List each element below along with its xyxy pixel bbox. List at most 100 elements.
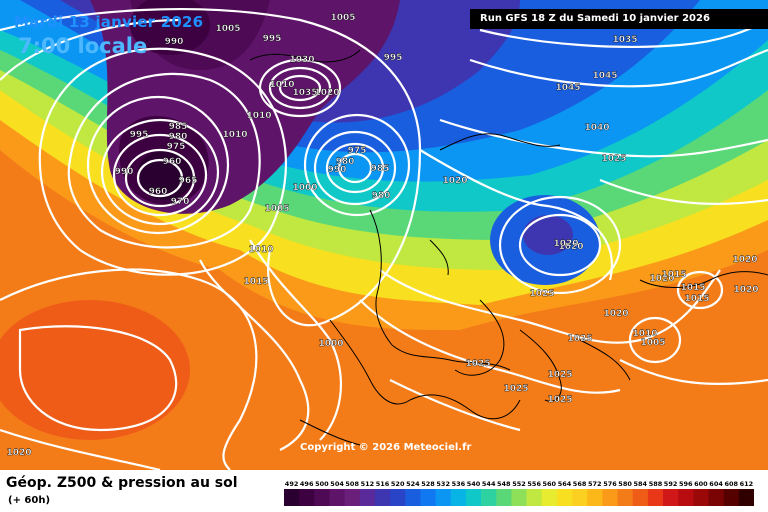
scale-label: 580 bbox=[618, 480, 632, 488]
isobar-label: 1015 bbox=[243, 277, 268, 287]
isobar-label: 1020 bbox=[553, 239, 578, 249]
scale-label: 516 bbox=[376, 480, 390, 488]
scale-swatch bbox=[602, 489, 618, 506]
scale-label: 496 bbox=[300, 480, 314, 488]
legend-title: Géop. Z500 & pression au sol bbox=[6, 475, 238, 491]
isobar-label: 1000 bbox=[292, 183, 317, 193]
isobar-label: 1010 bbox=[632, 329, 657, 339]
isobar-label: 1005 bbox=[215, 24, 240, 34]
scale-label: 540 bbox=[467, 480, 481, 488]
scale-label: 564 bbox=[558, 480, 572, 488]
isobar-label: 1020 bbox=[733, 285, 758, 295]
scale-label: 568 bbox=[573, 480, 587, 488]
isobar-label: 1030 bbox=[289, 55, 314, 65]
scale-swatch bbox=[511, 489, 527, 506]
scale-swatch bbox=[496, 489, 512, 506]
scale-label: 576 bbox=[603, 480, 617, 488]
isobar-label: 1035 bbox=[292, 88, 317, 98]
isobar-label: 1005 bbox=[640, 338, 665, 348]
copyright: Copyright © 2026 Meteociel.fr bbox=[300, 442, 472, 453]
scale-label: 572 bbox=[588, 480, 602, 488]
isobar-label: 1015 bbox=[661, 270, 686, 280]
forecast-offset: (+ 60h) bbox=[8, 495, 51, 506]
scale-label: 508 bbox=[345, 480, 359, 488]
isobar-label: 970 bbox=[171, 197, 190, 207]
scale-swatch bbox=[375, 489, 391, 506]
scale-label: 588 bbox=[649, 480, 663, 488]
isobar-label: 1025 bbox=[547, 395, 572, 405]
isobar-label: 1010 bbox=[248, 245, 273, 255]
scale-label: 528 bbox=[421, 480, 435, 488]
color-scale: 492 496 500 504 508 512 516 520 524 528 532 536 540 5… bbox=[284, 480, 754, 506]
isobar-label: 1020 bbox=[6, 448, 31, 458]
scale-label: 608 bbox=[725, 480, 739, 488]
isobar-label: 1020 bbox=[603, 309, 628, 319]
pressure-labels-layer: 9901005995100599510101010103010351020101… bbox=[6, 13, 758, 458]
scale-label: 592 bbox=[664, 480, 678, 488]
scale-label: 548 bbox=[497, 480, 511, 488]
scale-swatch bbox=[329, 489, 345, 506]
scale-swatch bbox=[450, 489, 467, 506]
isobar-label: 1045 bbox=[592, 71, 617, 81]
isobar-label: 965 bbox=[179, 176, 198, 186]
isobar-label: 995 bbox=[384, 53, 403, 63]
isobar-label: 1005 bbox=[264, 204, 289, 214]
scale-swatch bbox=[556, 489, 573, 506]
scale-swatch bbox=[708, 489, 724, 506]
isobar-label: 1015 bbox=[684, 294, 709, 304]
isobar-label: 1025 bbox=[529, 289, 554, 299]
weather-map bbox=[0, 0, 768, 470]
z500-low-central-europe-core bbox=[523, 215, 573, 255]
scale-swatch bbox=[541, 489, 558, 506]
scale-swatch bbox=[359, 489, 376, 506]
isobar-label: 990 bbox=[165, 37, 184, 47]
isobar-label: 1010 bbox=[222, 130, 247, 140]
isobar-label: 985 bbox=[371, 164, 390, 174]
isobar-label: 960 bbox=[149, 187, 168, 197]
scale-swatch bbox=[572, 489, 588, 506]
scale-label: 596 bbox=[679, 480, 693, 488]
isobar-label: 1025 bbox=[503, 384, 528, 394]
scale-swatch bbox=[299, 489, 315, 506]
z500-high-atlantic bbox=[0, 300, 190, 440]
scale-swatch bbox=[617, 489, 633, 506]
scale-label: 552 bbox=[512, 480, 526, 488]
isobar-label: 1040 bbox=[584, 123, 609, 133]
scale-label: 524 bbox=[406, 480, 420, 488]
scale-swatch bbox=[647, 489, 664, 506]
isobar-label: 995 bbox=[130, 130, 149, 140]
isobar-label: 1020 bbox=[314, 88, 339, 98]
coastlines bbox=[249, 49, 768, 446]
isobar-label: 975 bbox=[167, 142, 186, 152]
scale-label: 536 bbox=[452, 480, 466, 488]
scale-label: 584 bbox=[634, 480, 648, 488]
isobar-label: 1025 bbox=[567, 334, 592, 344]
scale-label: 492 bbox=[285, 480, 299, 488]
scale-swatch bbox=[526, 489, 543, 506]
isobar-label: 980 bbox=[169, 132, 188, 142]
scale-swatch bbox=[284, 489, 300, 506]
scale-swatch bbox=[738, 489, 754, 506]
forecast-time: 7:00 locale bbox=[18, 34, 148, 58]
scale-swatch bbox=[481, 489, 497, 506]
scale-swatch bbox=[678, 489, 694, 506]
scale-swatch bbox=[405, 489, 421, 506]
scale-label: 600 bbox=[694, 480, 708, 488]
isobar-label: 1005 bbox=[330, 13, 355, 23]
isobar-label: 1020 bbox=[649, 274, 674, 284]
scale-label: 504 bbox=[330, 480, 344, 488]
scale-label: 544 bbox=[482, 480, 496, 488]
isobar-label: 1000 bbox=[318, 339, 343, 349]
forecast-date: Mardi 13 janvier 2026 bbox=[14, 13, 204, 31]
scale-swatch bbox=[632, 489, 649, 506]
scale-label: 500 bbox=[315, 480, 329, 488]
scale-label: 532 bbox=[436, 480, 450, 488]
scale-swatch bbox=[723, 489, 740, 506]
scale-swatch bbox=[344, 489, 361, 506]
isobar-label: 1020 bbox=[558, 242, 583, 252]
scale-label: 612 bbox=[740, 480, 754, 488]
scale-label: 520 bbox=[391, 480, 405, 488]
isobar-label: 980 bbox=[372, 191, 391, 201]
scale-swatch bbox=[314, 489, 330, 506]
scale-swatch bbox=[587, 489, 603, 506]
